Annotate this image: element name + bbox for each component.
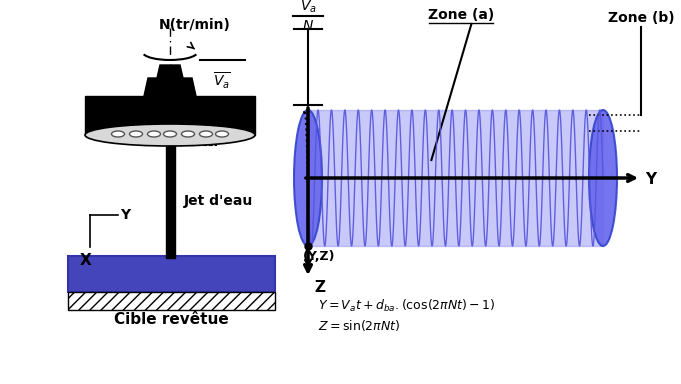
Text: X: X bbox=[80, 253, 92, 268]
Polygon shape bbox=[144, 78, 196, 96]
Text: (Y,Z): (Y,Z) bbox=[303, 250, 336, 263]
Text: Zone (b): Zone (b) bbox=[607, 11, 674, 25]
Ellipse shape bbox=[589, 110, 617, 246]
Text: $\overline{V_a}$: $\overline{V_a}$ bbox=[213, 70, 231, 91]
Ellipse shape bbox=[112, 131, 125, 137]
Text: Z: Z bbox=[314, 280, 325, 295]
Ellipse shape bbox=[182, 131, 195, 137]
Text: $V_a$: $V_a$ bbox=[300, 0, 317, 15]
Bar bbox=[68, 256, 275, 292]
Ellipse shape bbox=[148, 131, 161, 137]
Bar bbox=[166, 146, 175, 258]
Ellipse shape bbox=[215, 131, 229, 137]
Bar bbox=[68, 292, 275, 310]
Text: N(tr/min): N(tr/min) bbox=[159, 18, 231, 32]
Text: Y: Y bbox=[120, 208, 130, 222]
Ellipse shape bbox=[85, 124, 255, 146]
Text: Zone (a): Zone (a) bbox=[428, 8, 494, 22]
Ellipse shape bbox=[163, 131, 176, 137]
Text: $Y = V_a t + d_{ba}.(\cos(2\pi Nt)-1)$: $Y = V_a t + d_{ba}.(\cos(2\pi Nt)-1)$ bbox=[318, 298, 496, 314]
Ellipse shape bbox=[200, 131, 212, 137]
Text: Cible revêtue: Cible revêtue bbox=[114, 312, 229, 327]
Text: Y: Y bbox=[645, 172, 656, 187]
Text: $d_{ba}$: $d_{ba}$ bbox=[183, 105, 203, 121]
Ellipse shape bbox=[294, 110, 322, 246]
Ellipse shape bbox=[129, 131, 142, 137]
Text: $Z = \sin(2\pi Nt)$: $Z = \sin(2\pi Nt)$ bbox=[318, 318, 400, 333]
Text: $N$: $N$ bbox=[302, 19, 314, 33]
Polygon shape bbox=[85, 96, 255, 135]
Text: Jet d'eau: Jet d'eau bbox=[184, 194, 253, 208]
Polygon shape bbox=[157, 65, 183, 78]
